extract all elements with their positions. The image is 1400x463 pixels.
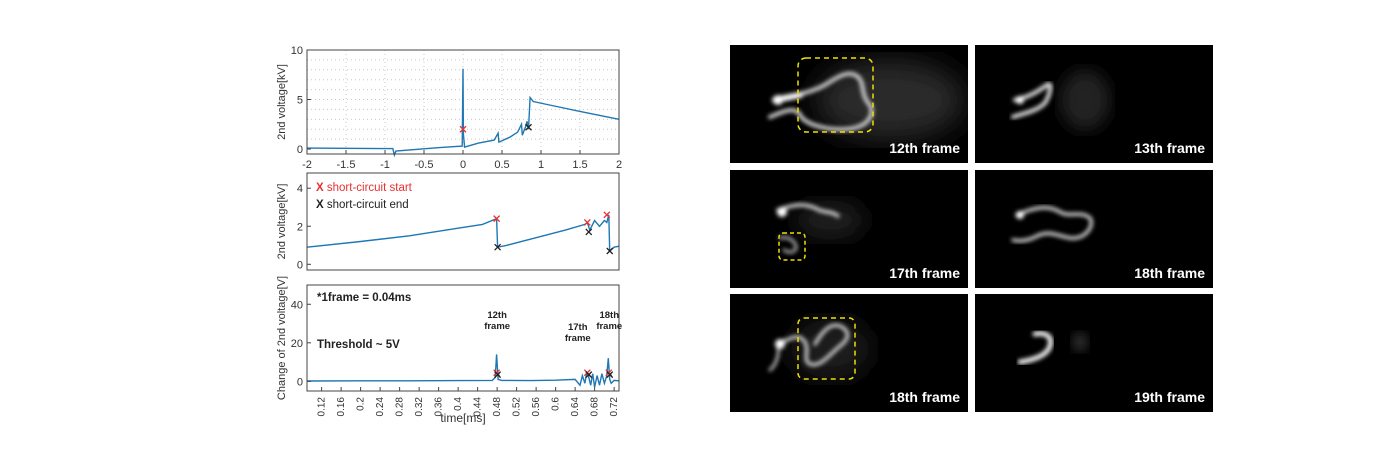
frame-image-17th: 17th frame <box>730 170 968 288</box>
discharge-image <box>776 200 865 261</box>
y-tick-label: 0 <box>297 259 303 271</box>
frame-label: 19th frame <box>1134 389 1205 405</box>
marker-x <box>493 215 501 223</box>
y-tick-label: 0 <box>297 376 303 388</box>
marker-x <box>585 371 593 379</box>
plot-frame <box>306 172 620 271</box>
x-tick-label: 0.4 <box>453 397 464 411</box>
x-tick-label: 0.12 <box>317 397 328 417</box>
frame-image-18th: 18th frame <box>975 170 1213 288</box>
x-tick-label: 0.6 <box>551 397 562 411</box>
x-tick-label: 1 <box>538 159 544 171</box>
x-axis-label: time[ms] <box>440 411 485 425</box>
frame-label: 18th frame <box>1134 265 1205 281</box>
x-tick-label: 0.48 <box>492 397 503 417</box>
frame-annotation: 18th frame <box>596 310 622 332</box>
y-tick-label: 5 <box>297 95 303 107</box>
marker-x <box>605 369 613 377</box>
y-tick-label: 4 <box>297 183 303 195</box>
marker-x <box>494 243 502 251</box>
x-tick-label: 1.5 <box>572 159 587 171</box>
annotation-frame-time: *1frame = 0.04ms <box>317 292 411 304</box>
plot-area <box>307 285 619 391</box>
legend-marker: X <box>316 199 327 211</box>
marker-x <box>606 247 614 255</box>
x-tick-label: 0.2 <box>356 397 367 411</box>
frame-annotation: 12th frame <box>484 310 510 332</box>
x-tick-label: 0.28 <box>395 397 406 417</box>
series-line <box>306 68 620 158</box>
discharge-image <box>1011 70 1110 130</box>
discharge-image <box>1011 205 1093 243</box>
marker-x <box>585 228 593 236</box>
legend-label: short-circuit end <box>327 199 409 211</box>
y-tick-label: 0 <box>297 144 303 156</box>
frame-image-19th: 19th frame <box>975 294 1213 412</box>
x-tick-label: 0.52 <box>512 397 523 417</box>
x-tick-label: 0.56 <box>531 397 542 417</box>
plot-frame <box>306 284 620 392</box>
marker-x <box>493 369 501 377</box>
chart-canvas: 0 5 10 -2 -1.5 -1 -0.5 0 0.5 1 1.5 2 2nd voltage[kV]… <box>276 45 622 425</box>
x-tick-label: 0.64 <box>570 397 581 417</box>
x-tick-label: 2 <box>616 159 622 171</box>
x-tick-label: 0.5 <box>494 159 509 171</box>
x-tick-label: -2 <box>302 159 312 171</box>
x-tick-label: 0.72 <box>609 397 620 417</box>
frame-label: 17th frame <box>889 265 960 281</box>
x-tick-label: 0.32 <box>414 397 425 417</box>
y-tick-label: 40 <box>291 299 303 311</box>
y-axis-label: 2nd voltage[kV] <box>276 184 288 260</box>
y-axis-label: 2nd voltage[kV] <box>276 64 288 140</box>
x-tick-label: -1.5 <box>337 159 356 171</box>
annotation-threshold: Threshold ~ 5V <box>317 339 400 351</box>
x-tick-label: 0.68 <box>590 397 601 417</box>
y-axis-label: Change of 2nd voltage[V] <box>276 276 288 400</box>
x-tick-label: 0.36 <box>434 397 445 417</box>
x-tick-label: 0.44 <box>473 397 484 417</box>
x-tick-label: 0.24 <box>375 397 386 417</box>
legend-entry: X short-circuit end <box>316 199 409 211</box>
highlight-box <box>778 232 806 261</box>
frame-annotation: 17th frame <box>565 322 591 344</box>
x-tick-label: 0 <box>460 159 466 171</box>
marker-x <box>583 218 591 226</box>
discharge-image <box>768 317 870 380</box>
voltage-charts: 0 5 10 -2 -1.5 -1 -0.5 0 0.5 1 1.5 2 2nd voltage[kV]… <box>276 45 622 425</box>
frame-label: 13th frame <box>1134 140 1205 156</box>
frame-image-13th: 13th frame <box>975 45 1213 163</box>
highlight-box <box>797 57 874 133</box>
chart-panel-3: 0 20 40 0.12 0.16 0.2 0.24 0.28 0.32 0.36 0.4 0.44 0… <box>276 276 622 425</box>
x-tick-label: -1 <box>380 159 390 171</box>
highlight-box <box>797 317 856 380</box>
marker-x <box>525 123 532 131</box>
plot-area <box>307 173 619 270</box>
frame-label: 12th frame <box>889 140 960 156</box>
y-tick-label: 20 <box>291 338 303 350</box>
frame-label: 18th frame <box>889 389 960 405</box>
frame-image-12th: 12th frame <box>730 45 968 163</box>
legend-label: short-circuit start <box>327 182 413 194</box>
frame-image-18th-b: 18th frame <box>730 294 968 412</box>
y-tick-label: 10 <box>291 45 303 57</box>
y-tick-label: 2 <box>297 221 303 233</box>
legend-entry: X short-circuit start <box>316 182 413 194</box>
marker-x <box>459 125 467 133</box>
marker-x <box>603 211 611 219</box>
x-tick-label: -0.5 <box>415 159 434 171</box>
discharge-image <box>768 57 965 140</box>
discharge-image <box>1017 331 1088 365</box>
legend-marker: X <box>316 182 327 194</box>
marker-x <box>606 371 614 379</box>
x-tick-label: 0.16 <box>336 397 347 417</box>
chart-panel-1: 0 5 10 -2 -1.5 -1 -0.5 0 0.5 1 1.5 2 2nd voltage[kV] <box>276 45 622 171</box>
marker-x <box>494 371 502 379</box>
